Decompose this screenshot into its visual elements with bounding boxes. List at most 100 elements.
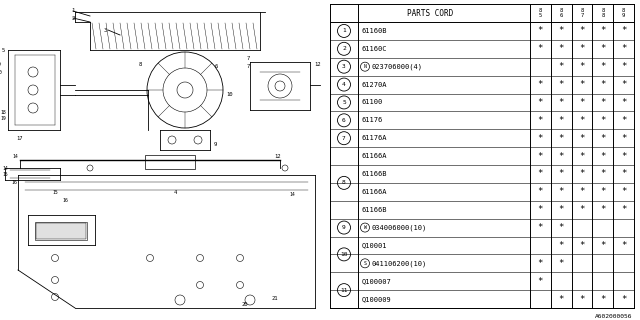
Text: *: * [579, 80, 585, 89]
Text: 6: 6 [214, 65, 218, 69]
Text: 2: 2 [72, 15, 75, 20]
Text: Q100009: Q100009 [362, 296, 392, 302]
Text: *: * [538, 80, 543, 89]
Text: *: * [559, 44, 564, 53]
Text: *: * [579, 98, 585, 107]
Bar [145, 155, 195, 169]
Text: 12: 12 [275, 154, 281, 158]
Text: 3: 3 [104, 28, 107, 33]
Text: Q10001: Q10001 [362, 243, 387, 248]
Text: *: * [621, 98, 627, 107]
Text: *: * [538, 27, 543, 36]
Text: 7: 7 [246, 65, 250, 69]
Text: *: * [600, 116, 605, 125]
Text: *: * [621, 205, 627, 214]
Text: *: * [538, 98, 543, 107]
Text: 9: 9 [213, 142, 216, 148]
Text: *: * [600, 27, 605, 36]
Text: 8
5: 8 5 [539, 8, 542, 18]
Text: 8
6: 8 6 [559, 8, 563, 18]
Text: 8
7: 8 7 [580, 8, 584, 18]
Text: 15: 15 [52, 190, 58, 196]
Text: Q100007: Q100007 [362, 278, 392, 284]
Text: A602000056: A602000056 [595, 314, 632, 318]
Text: 16: 16 [62, 197, 68, 203]
Text: *: * [559, 62, 564, 71]
Text: *: * [579, 187, 585, 196]
Text: *: * [621, 152, 627, 161]
Text: 61160B: 61160B [362, 28, 387, 34]
Text: 61166B: 61166B [362, 171, 387, 177]
Text: *: * [538, 277, 543, 286]
Text: *: * [579, 241, 585, 250]
Text: *: * [621, 187, 627, 196]
Text: *: * [621, 134, 627, 143]
Text: 6: 6 [342, 118, 346, 123]
Bar [35, 222, 87, 240]
Text: *: * [600, 169, 605, 179]
Text: 4: 4 [342, 82, 346, 87]
Text: *: * [579, 116, 585, 125]
Text: *: * [600, 80, 605, 89]
Text: 041106200(10): 041106200(10) [371, 260, 426, 267]
Text: W: W [364, 225, 367, 230]
Text: 023706000(4): 023706000(4) [371, 63, 422, 70]
Text: 61160C: 61160C [362, 46, 387, 52]
Text: *: * [579, 27, 585, 36]
Text: *: * [579, 62, 585, 71]
Text: *: * [559, 187, 564, 196]
Text: 1: 1 [72, 9, 75, 13]
Text: 17: 17 [17, 135, 23, 140]
Text: *: * [579, 169, 585, 179]
Text: *: * [559, 152, 564, 161]
Text: 10: 10 [227, 92, 233, 98]
Text: 61166B: 61166B [362, 207, 387, 213]
Text: 8: 8 [342, 180, 346, 185]
Text: 7: 7 [246, 55, 250, 60]
Text: 14: 14 [289, 193, 295, 197]
Text: *: * [538, 205, 543, 214]
Text: *: * [621, 241, 627, 250]
Text: *: * [538, 152, 543, 161]
Text: *: * [621, 62, 627, 71]
Text: 14: 14 [12, 155, 18, 159]
Text: *: * [559, 134, 564, 143]
Text: 1: 1 [342, 28, 346, 33]
Text: 61166A: 61166A [362, 153, 387, 159]
Text: *: * [600, 62, 605, 71]
Text: *: * [621, 169, 627, 179]
Text: 034006000(10): 034006000(10) [371, 224, 426, 231]
Text: 61176A: 61176A [362, 135, 387, 141]
Text: *: * [600, 98, 605, 107]
Text: *: * [538, 116, 543, 125]
Text: 10: 10 [340, 252, 348, 257]
Text: 61270A: 61270A [362, 82, 387, 88]
Text: *: * [559, 241, 564, 250]
Text: *: * [579, 134, 585, 143]
Text: 4: 4 [173, 190, 177, 196]
Text: *: * [600, 152, 605, 161]
Text: *: * [600, 241, 605, 250]
Text: *: * [579, 295, 585, 304]
Text: *: * [621, 295, 627, 304]
Text: *: * [600, 44, 605, 53]
Text: 61166A: 61166A [362, 189, 387, 195]
Text: 61100: 61100 [362, 100, 383, 105]
Text: 19: 19 [0, 116, 6, 122]
Text: *: * [538, 169, 543, 179]
Text: 15: 15 [2, 172, 8, 178]
Text: 5: 5 [342, 100, 346, 105]
Text: S: S [364, 261, 367, 266]
Text: *: * [600, 205, 605, 214]
Text: 11: 11 [340, 288, 348, 292]
Text: 61176: 61176 [362, 117, 383, 123]
Text: *: * [621, 80, 627, 89]
Text: *: * [579, 205, 585, 214]
Text: *: * [559, 116, 564, 125]
Text: *: * [559, 80, 564, 89]
Text: *: * [600, 134, 605, 143]
Text: *: * [559, 27, 564, 36]
Text: *: * [600, 187, 605, 196]
Text: N: N [364, 64, 367, 69]
Text: *: * [621, 44, 627, 53]
